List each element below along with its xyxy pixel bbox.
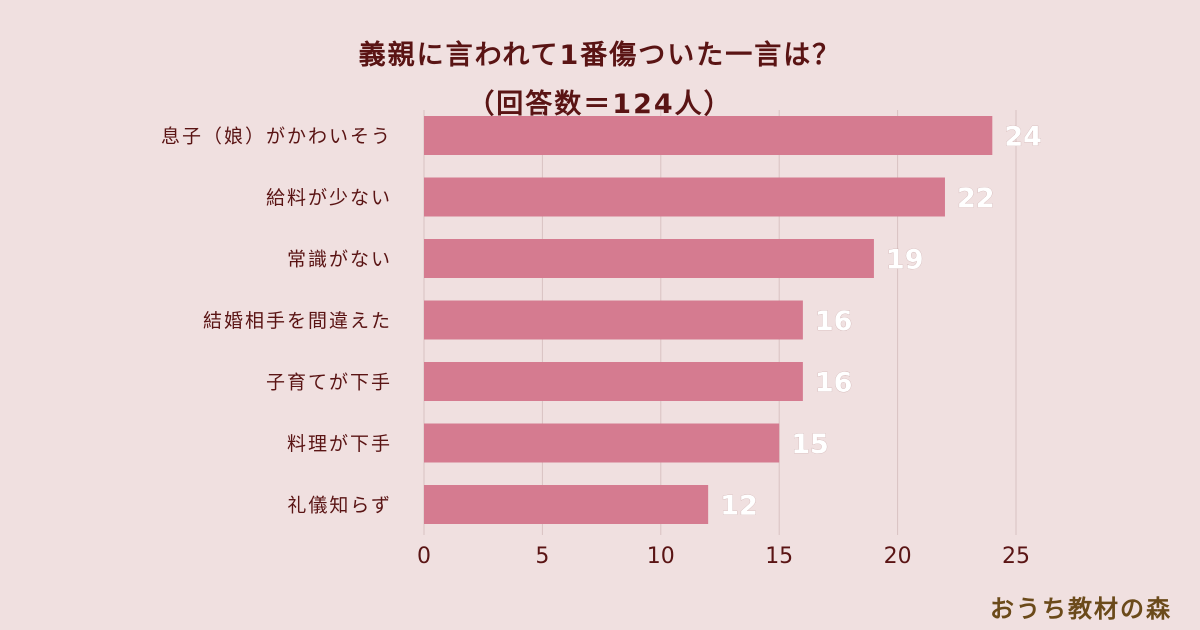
category-label: 礼儀知らず [287, 495, 392, 517]
value-label: 22 [957, 183, 995, 214]
value-label: 16 [815, 306, 853, 337]
chart-title: 義親に言われて1番傷ついた一言は？ [358, 40, 842, 71]
value-label: 24 [1004, 122, 1042, 153]
value-label: 16 [815, 368, 853, 399]
x-tick-label: 0 [417, 544, 431, 569]
x-tick-label: 25 [1002, 544, 1030, 569]
category-label: 常識がない [287, 249, 392, 271]
bar [424, 485, 709, 524]
x-tick-label: 20 [884, 544, 912, 569]
bar [424, 300, 803, 340]
x-tick-label: 5 [535, 544, 549, 569]
bar [424, 116, 993, 155]
category-label: 子育てが下手 [266, 372, 392, 394]
value-labels: 24 22 19 16 16 15 12 [720, 121, 1042, 522]
value-label: 12 [720, 491, 758, 522]
category-labels: 息子（娘）がかわいそう給料が少ない常識がない結婚相手を間違えた子育てが下手料理が… [161, 126, 392, 517]
x-axis-ticks: 0 5 10 15 20 25 [417, 544, 1030, 569]
bar [424, 423, 780, 463]
bars [424, 116, 993, 524]
x-tick-label: 10 [647, 544, 675, 569]
bar [424, 177, 945, 217]
category-label: 給料が少ない [266, 187, 392, 209]
category-label: 結婚相手を間違えた [203, 310, 392, 332]
x-tick-label: 15 [765, 544, 793, 569]
bar [424, 362, 803, 401]
category-label: 料理が下手 [287, 433, 392, 455]
value-label: 15 [791, 429, 829, 460]
chart-subtitle: （回答数＝124人） [467, 89, 733, 120]
category-label: 息子（娘）がかわいそう [161, 126, 392, 148]
bar [424, 239, 874, 278]
brand-logo: おうち教材の森 [990, 594, 1172, 623]
value-label: 19 [886, 245, 924, 276]
